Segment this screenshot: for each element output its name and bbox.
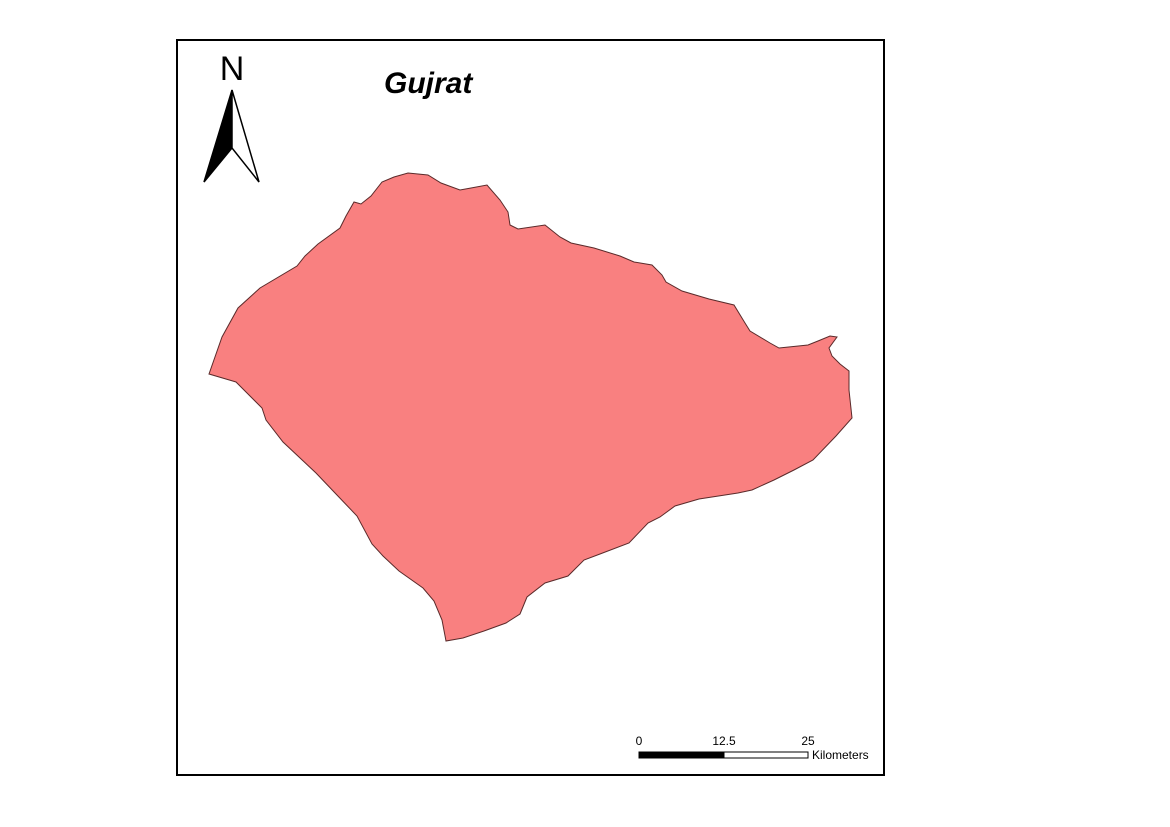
north-arrow: N: [203, 50, 260, 183]
region-polygon: [208, 172, 853, 642]
scale-bar-segment-light: [723, 751, 809, 759]
scale-tick-label-1: 12.5: [712, 734, 736, 748]
north-arrow-right-half-icon: [231, 89, 260, 183]
scale-bar-segment-dark: [638, 751, 725, 759]
scale-unit-label: Kilometers: [812, 748, 869, 762]
north-arrow-label: N: [220, 50, 245, 88]
map-title: Gujrat: [384, 67, 474, 100]
scale-tick-label-2: 25: [801, 734, 815, 748]
scale-tick-label-0: 0: [636, 734, 643, 748]
scale-bar: 0 12.5 25 Kilometers: [636, 734, 869, 762]
